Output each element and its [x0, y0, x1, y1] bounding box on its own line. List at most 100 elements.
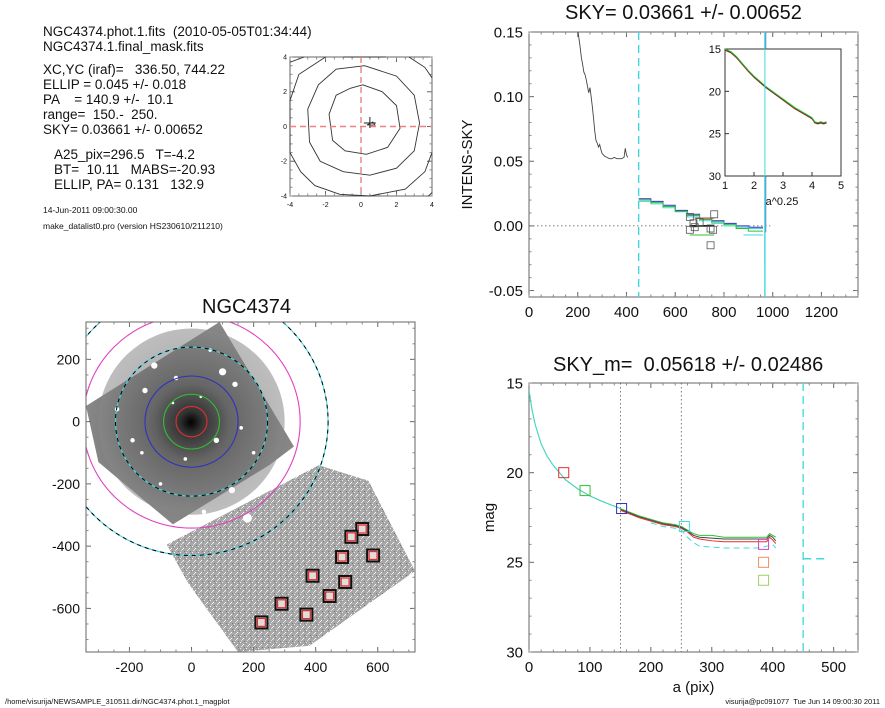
mag-marker-blue: [616, 503, 628, 515]
x-tick-label: 800: [711, 304, 736, 321]
masked-star: [218, 368, 227, 376]
x-tick-label: 0: [525, 659, 533, 676]
plot-frame: [528, 382, 859, 653]
contour-line: [408, 56, 433, 79]
image-title: NGC4374: [202, 296, 291, 318]
y-tick-label: 0.15: [494, 24, 523, 41]
masked-star: [158, 482, 163, 486]
sky-box-inner: [307, 571, 318, 581]
masked-star: [242, 513, 252, 523]
inset-y-tick-label: 20: [709, 86, 721, 98]
inset-x-tick-label: 5: [838, 180, 844, 192]
intensity-plot: 0 200 400 600 800 1000 1200 -0.05 0.00 0.05 0.10 0.…: [459, 24, 859, 321]
sky-box-inner: [346, 532, 357, 542]
masked-star: [142, 387, 148, 394]
sky-box-inner: [337, 552, 347, 562]
sky-box-inner: [256, 617, 267, 628]
inset-x-tick-label: 3: [780, 180, 786, 192]
sky-box: [338, 574, 353, 589]
y-tick-label: 30: [506, 644, 523, 661]
x-tick-label: 4: [430, 202, 434, 209]
mag-profile-green: [529, 390, 777, 538]
x-tick-label: -4: [287, 202, 293, 209]
inset-x-tick-label: 1: [722, 180, 728, 192]
y-tick-label: -600: [52, 600, 80, 616]
mag-profile-cyan-inner: [529, 390, 621, 509]
footer-user-time: visurija@pc091077 Tue Jun 14 09:00:30 20…: [725, 697, 880, 706]
x-tick-label: 400: [614, 304, 639, 321]
sky-box: [322, 588, 337, 603]
y-tick-label: -4: [281, 193, 287, 200]
masked-star: [232, 381, 238, 387]
mag-title: SKY_m= 0.05618 +/- 0.02486: [553, 354, 824, 376]
sky-box: [366, 548, 381, 563]
mag-marker-green: [579, 485, 591, 497]
sky-box: [305, 568, 320, 583]
y-tick-label: 15: [506, 375, 523, 392]
sky-sample-square: [706, 224, 715, 233]
y-tick-label: 200: [57, 351, 81, 367]
inset-x-tick-label: 4: [809, 180, 815, 192]
inset-y-tick-label: 30: [709, 171, 721, 183]
x-tick-label: 200: [565, 304, 590, 321]
sky-box-inner: [276, 599, 287, 609]
sky-box: [344, 529, 359, 544]
galaxy-image-plot: -200 0 200 400 600 -600 -400 -200 0 200: [52, 321, 416, 675]
isophote-ellipse-green: [163, 393, 221, 450]
image-data: [86, 322, 415, 652]
sky-box: [299, 607, 314, 622]
contour-line: [328, 84, 401, 155]
inset-x-label: a^0.25: [766, 196, 799, 208]
sky-box: [355, 522, 370, 537]
contour-line: [307, 65, 421, 176]
x-tick-label: 1000: [756, 304, 789, 321]
sky-box: [274, 596, 289, 611]
masked-star: [201, 509, 207, 515]
mag-marker-magenta: [758, 538, 770, 550]
contour-plot: -4 -2 0 2 4 -4 -2 0 2 4: [281, 54, 434, 209]
isophote-ellipse-black: [86, 322, 329, 556]
x-axis-label: a (pix): [673, 679, 715, 696]
x-tick-label: 1200: [805, 304, 838, 321]
plot-frame: [85, 321, 416, 653]
x-tick-label: 0: [188, 659, 196, 675]
x-tick-label: 500: [821, 659, 846, 676]
x-tick-label: 0: [525, 304, 533, 321]
masked-star: [140, 450, 144, 455]
masked-star: [213, 437, 220, 444]
y-tick-label: -400: [52, 538, 80, 554]
x-tick-label: 200: [638, 659, 663, 676]
y-tick-label: -2: [281, 159, 287, 166]
contour-line: [289, 56, 305, 63]
contour-line: [289, 56, 433, 197]
x-tick-label: 400: [760, 659, 785, 676]
isophote-ellipse-blue: [144, 375, 239, 468]
header-range: range= 150.- 250.: [43, 107, 158, 122]
center-peak-contour: [366, 121, 376, 126]
mag-marker-cyan: [678, 520, 690, 532]
y-tick-label: 0: [283, 124, 287, 131]
x-tick-label: 400: [304, 659, 328, 675]
header-date: 14-Jun-2011 09:00:30.00: [43, 205, 138, 215]
x-tick-label: 2: [395, 202, 399, 209]
sky-box-inner: [357, 524, 367, 534]
intensity-profile: [577, 32, 629, 160]
masked-star: [130, 438, 135, 443]
header-ellip-pa: ELLIP, PA= 0.131 132.9: [54, 177, 204, 192]
header-a25: A25_pix=296.5 T=-4.2: [54, 147, 195, 162]
inset-y-tick-label: 15: [709, 44, 721, 56]
masked-star: [151, 362, 158, 369]
header-center: XC,YC (iraf)= 336.50, 744.22: [43, 62, 225, 77]
sky-box: [254, 615, 269, 630]
sky-box-inner: [301, 609, 312, 620]
masked-star: [228, 486, 236, 494]
x-tick-label: 100: [577, 659, 602, 676]
x-tick-label: -200: [115, 659, 143, 675]
offset-field: [166, 465, 415, 652]
masked-star: [239, 426, 243, 430]
y-tick-label: -200: [52, 476, 80, 492]
header-maskname: NGC4374.1.final_mask.fits: [43, 39, 204, 54]
footer-path: /home/visurija/NEWSAMPLE_310511.dir/NGC4…: [5, 697, 230, 706]
sky-sample-square: [685, 225, 694, 234]
